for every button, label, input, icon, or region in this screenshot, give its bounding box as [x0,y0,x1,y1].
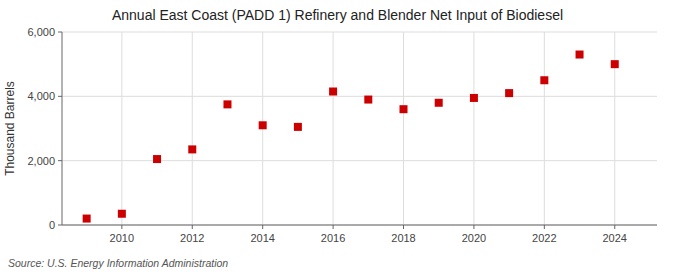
point [118,210,126,218]
x-tick [262,225,263,229]
x-tick-label: 2014 [250,232,274,244]
y-tick [58,96,62,97]
point [329,88,337,96]
x-tick [403,225,404,229]
point [470,94,478,102]
grid-line-y [62,96,657,97]
axes: 2010 2012 2014 2016 2018 2020 2022 2024 0 2,000 4,… [27,26,657,244]
grid-line-y [62,225,657,226]
x-tick-label: 2012 [180,232,204,244]
point [83,215,91,223]
y-tick-label: 4,000 [27,90,55,102]
point [294,123,302,131]
chart-svg: Annual East Coast (PADD 1) Refinery and … [0,0,675,275]
points [83,51,619,223]
y-tick-label: 0 [49,219,55,231]
point [364,96,372,104]
x-tick [614,225,615,229]
x-tick-label: 2018 [391,232,415,244]
grid-line-y [62,160,657,161]
point [505,89,513,97]
grid-line-x [121,32,122,225]
x-tick-label: 2010 [110,232,134,244]
x-tick-label: 2020 [462,232,486,244]
title: Annual East Coast (PADD 1) Refinery and … [112,7,563,23]
x-tick [544,225,545,229]
y-tick [58,225,62,226]
grid-line-x [403,32,404,225]
y-axis-label: Thousand Barrels [3,81,17,176]
point [576,51,584,59]
grid [62,32,657,225]
chart-container: Annual East Coast (PADD 1) Refinery and … [0,0,675,275]
point [435,99,443,107]
y-tick-label: 2,000 [27,155,55,167]
y-tick-label: 6,000 [27,26,55,38]
point [611,60,619,68]
x-tick [121,225,122,229]
point [259,121,267,129]
grid-line-x [473,32,474,225]
x-tick-label: 2022 [532,232,556,244]
y-tick [58,160,62,161]
point [188,145,196,153]
point [400,105,408,113]
x-tick-label: 2024 [603,232,627,244]
x-tick [192,225,193,229]
point [153,155,161,163]
annotation: Source: U.S. Energy Information Administ… [8,257,228,269]
point [540,76,548,84]
point [223,100,231,108]
x-tick-label: 2016 [321,232,345,244]
x-axis-line [62,225,657,226]
y-tick [58,32,62,33]
grid-line-y [62,32,657,33]
y-axis-line [62,32,63,225]
grid-line-x [192,32,193,225]
x-tick [333,225,334,229]
grid-line-x [333,32,334,225]
x-tick [473,225,474,229]
grid-line-x [544,32,545,225]
